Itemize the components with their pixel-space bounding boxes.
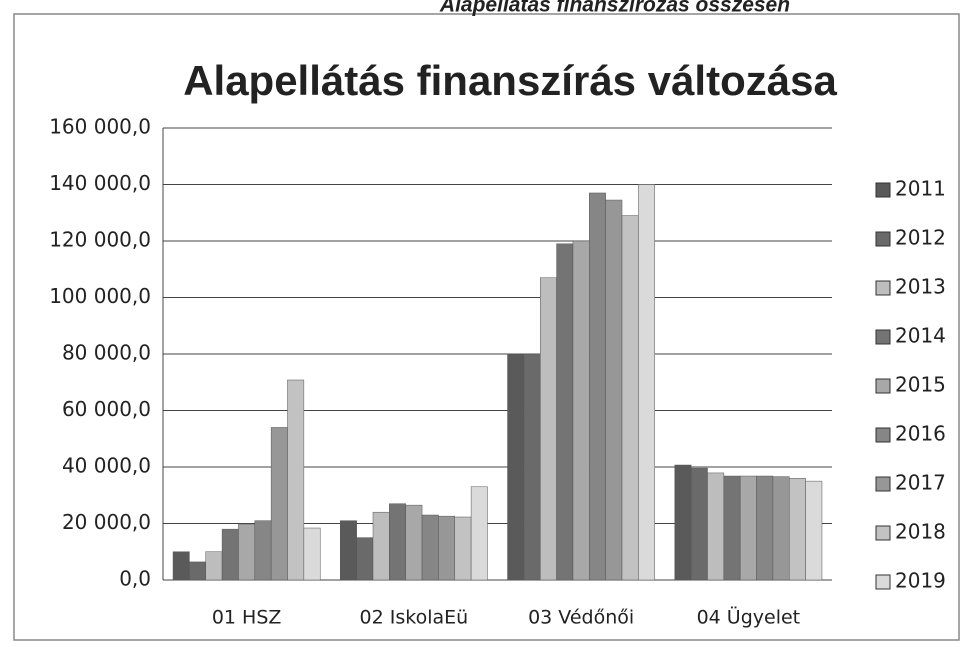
legend-label: 2013 <box>895 275 946 299</box>
bar <box>638 184 655 581</box>
legend-swatch <box>875 329 891 345</box>
bar <box>221 528 239 581</box>
y-tick-label: 80 000,0 <box>62 341 151 365</box>
legend-swatch <box>875 525 891 541</box>
legend-label: 2019 <box>895 569 946 593</box>
legend-label: 2014 <box>895 324 946 348</box>
bar <box>372 511 390 581</box>
bar <box>739 475 757 581</box>
header: Alapellátás finanszírozás összesen <box>439 0 790 17</box>
bar <box>270 427 288 581</box>
y-tick-label: 0,0 <box>119 567 151 591</box>
bar <box>539 277 557 581</box>
bar <box>707 472 725 581</box>
legend-swatch <box>875 378 891 394</box>
legend-swatch <box>875 280 891 296</box>
bar <box>572 240 590 581</box>
legend-swatch <box>875 427 891 443</box>
bar <box>723 475 741 581</box>
x-tick-label: 04 Ügyelet <box>697 606 801 629</box>
y-tick-label: 100 000,0 <box>49 284 151 308</box>
bar <box>287 379 305 581</box>
bar <box>621 215 639 581</box>
bar <box>189 561 206 581</box>
y-tick-label: 20 000,0 <box>62 510 151 534</box>
bar <box>303 527 321 581</box>
bar <box>805 480 823 581</box>
legend-swatch <box>875 231 891 247</box>
bar <box>674 464 692 581</box>
bar <box>556 243 574 581</box>
bar <box>523 353 541 581</box>
legend-label: 2016 <box>895 422 946 446</box>
bar <box>772 476 790 581</box>
bar <box>205 551 223 581</box>
legend-label: 2017 <box>895 471 946 495</box>
bar <box>172 551 190 581</box>
bar <box>254 520 272 581</box>
bar <box>405 504 423 581</box>
legend-label: 2011 <box>895 177 946 201</box>
bar <box>438 515 456 581</box>
y-tick-label: 160 000,0 <box>49 115 151 139</box>
bar <box>421 514 439 581</box>
bar <box>605 199 623 581</box>
bar <box>454 516 472 581</box>
legend-label: 2015 <box>895 373 946 397</box>
legend-swatch <box>875 574 891 590</box>
bar <box>507 353 525 581</box>
bar <box>789 478 806 581</box>
bar <box>356 537 374 581</box>
y-tick-label: 60 000,0 <box>62 397 151 421</box>
bar <box>238 523 256 581</box>
bar <box>389 503 406 581</box>
x-tick-label: 03 Védőnői <box>528 607 634 629</box>
bar <box>470 486 488 581</box>
legend-swatch <box>875 476 891 492</box>
bar <box>756 475 774 581</box>
legend-label: 2018 <box>895 520 946 544</box>
legend-label: 2012 <box>895 226 946 250</box>
bar <box>589 192 606 581</box>
x-tick-label: 01 HSZ <box>212 607 282 629</box>
bar <box>340 520 357 581</box>
legend-swatch <box>875 182 891 198</box>
chart-title: Alapellátás finanszírás változása <box>183 57 837 104</box>
y-tick-label: 40 000,0 <box>62 454 151 478</box>
bar <box>690 467 708 581</box>
y-tick-label: 120 000,0 <box>49 228 151 252</box>
y-tick-label: 140 000,0 <box>49 171 151 195</box>
x-tick-label: 02 IskolaEü <box>360 607 469 629</box>
